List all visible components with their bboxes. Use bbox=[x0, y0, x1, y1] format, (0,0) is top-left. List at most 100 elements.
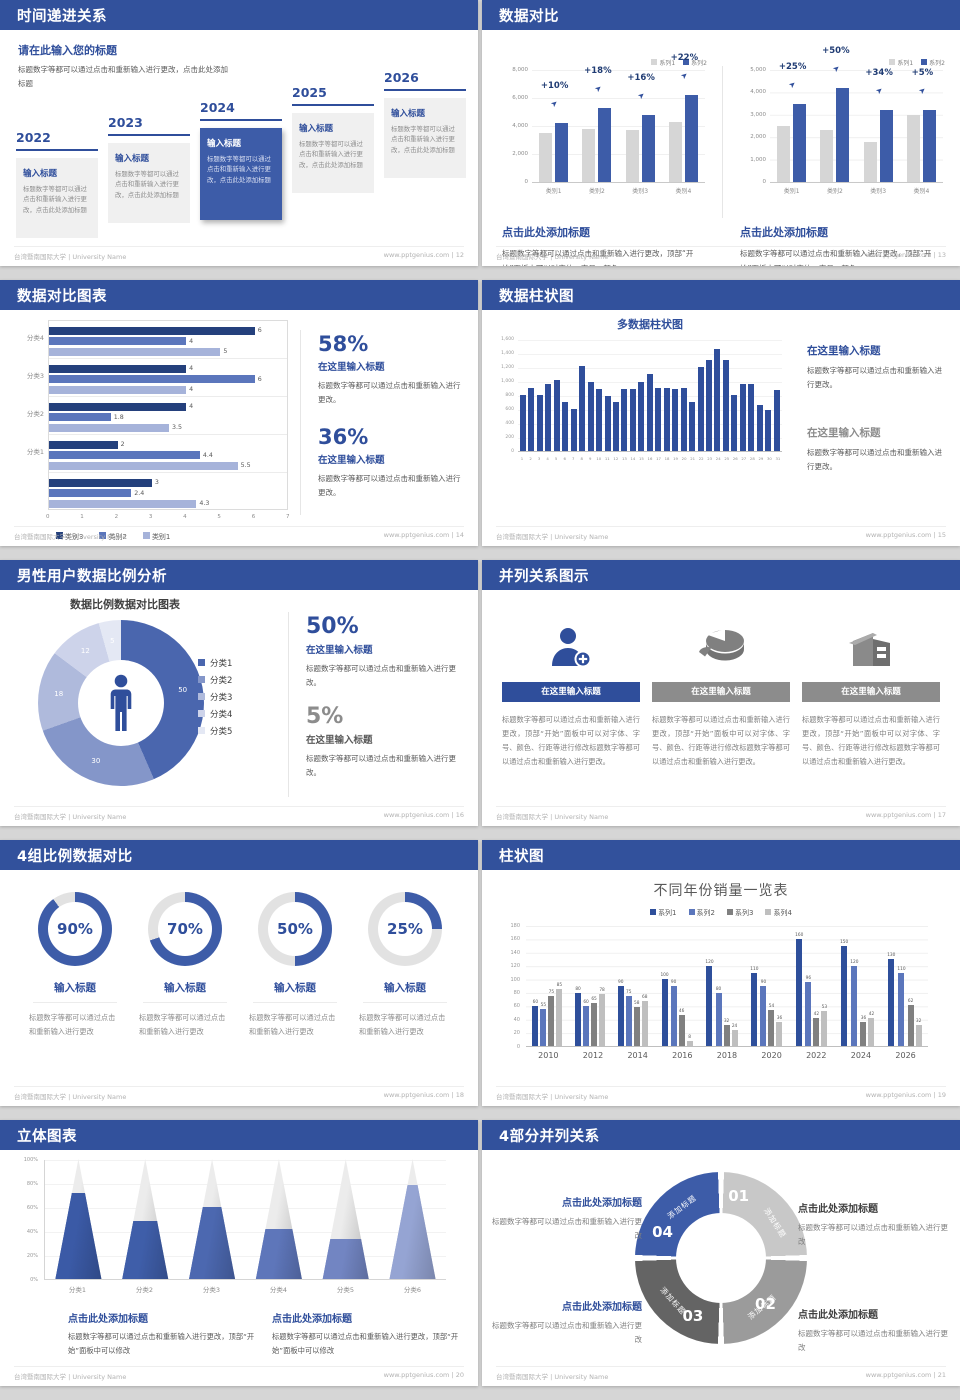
bar bbox=[686, 1041, 693, 1046]
bar bbox=[553, 380, 560, 451]
legend-label: 类别1 bbox=[151, 533, 171, 541]
panel-body: 标题数字等都可以通过点击和重新输入进行更改，顶部“开始”面板中可以对字体、字号、… bbox=[502, 249, 694, 266]
column-body: 标题数字等都可以通过点击和重新输入进行更改，顶部“开始”面板中可以对字体、字号、… bbox=[652, 715, 790, 767]
x-labels: 类别1 类别2 类别3 类别4 bbox=[532, 186, 705, 195]
bar-wrap: 75 bbox=[548, 990, 555, 1046]
y-tick: 2,000 bbox=[750, 134, 766, 141]
slice-label: 50 bbox=[178, 686, 188, 695]
bar-value: 42 bbox=[813, 1012, 820, 1017]
group-label: 分类2 bbox=[26, 410, 44, 418]
x-label: 5 bbox=[554, 456, 558, 461]
x-label: 2026 bbox=[895, 1051, 916, 1060]
footer-site: www.pptgenius.com bbox=[865, 811, 932, 819]
stat-body: 标题数字等都可以通过点击和重新输入进行更改。 bbox=[318, 381, 461, 405]
gauge: 90% 输入标题 标题数字等都可以通过点击和重新输入进行更改 bbox=[25, 892, 125, 1038]
footer-page: 16 bbox=[455, 811, 464, 819]
x-tick: 7 bbox=[286, 514, 290, 520]
building-icon bbox=[802, 616, 940, 674]
bar-group: 90 75 58 68 bbox=[617, 980, 648, 1046]
bar-row: 4 bbox=[49, 337, 287, 345]
bar-value: 8 bbox=[688, 1035, 692, 1040]
block-heading: 在这里输入标题 bbox=[807, 427, 881, 439]
column-body: 标题数字等都可以通过点击和重新输入进行更改，顶部“开始”面板中可以对字体、字号、… bbox=[502, 715, 640, 767]
footer-sep: | bbox=[931, 1091, 938, 1099]
legend-label: 系列1 bbox=[897, 60, 914, 67]
chart-title: 不同年份销量一览表 bbox=[653, 883, 789, 899]
slide-male-ratio[interactable]: 男性用户数据比例分析 数据比例数据对比图表 50 30 18 12 5 分类1 分类2 分类… bbox=[0, 560, 478, 826]
x-tick: 4 bbox=[183, 514, 187, 520]
cone-chart: 100% 80% 60% 40% 20% 0% 分类1 分类2 分类3 分类4 分类5 分类6 bbox=[0, 1150, 478, 1366]
x-label: 13 bbox=[621, 456, 627, 461]
footer-org: 台湾暨南国际大学 | University Name bbox=[14, 1373, 127, 1381]
y-tick: 2,000 bbox=[512, 151, 528, 157]
legend-label: 类别2 bbox=[108, 533, 127, 541]
ring-number: 02 bbox=[755, 1295, 776, 1314]
x-label: 2018 bbox=[716, 1051, 738, 1060]
bar-group: 60 55 75 85 bbox=[532, 983, 563, 1046]
bar-wrap: 80 bbox=[575, 987, 582, 1046]
bar-wrap: 32 bbox=[723, 1019, 730, 1046]
cone bbox=[55, 1159, 102, 1279]
footer-sep: | bbox=[931, 531, 938, 539]
slide-four-gauges[interactable]: 4组比例数据对比 90% 输入标题 标题数字等都可以通过点击和重新输入进行更改 70%… bbox=[0, 840, 478, 1106]
bar bbox=[587, 382, 594, 451]
slide-parallel-icons[interactable]: 并列关系图示 在这里输入标题 标题数字等都可以通过点击和重新输入进行更改，顶部“… bbox=[482, 560, 960, 826]
gauge: 70% 输入标题 标题数字等都可以通过点击和重新输入进行更改 bbox=[135, 892, 235, 1038]
x-label: 30 bbox=[766, 456, 772, 461]
x-label: 类别1 bbox=[545, 188, 562, 195]
slide-year-sales[interactable]: 柱状图 不同年份销量一览表 系列1 系列2 系列3 系列4 180 160 140 120 10… bbox=[482, 840, 960, 1106]
slide-footer: 台湾暨南国际大学 | University Name www.pptgenius.… bbox=[14, 1086, 464, 1101]
text-block: 在这里输入标题 标题数字等都可以通过点击和重新输入进行更改。 bbox=[807, 422, 949, 475]
panel-heading: 点击此处添加标题 bbox=[740, 226, 828, 239]
bar bbox=[540, 1009, 547, 1046]
legend-item: 系列4 bbox=[765, 908, 792, 918]
y-tick: 20 bbox=[513, 1030, 520, 1037]
step-box-body: 标题数字等都可以通过点击和重新输入进行更改，点击此处添加标题 bbox=[299, 140, 363, 169]
slide-data-compare[interactable]: 数据对比 系列1 系列2 8,000 6,000 4,000 2,000 0 +10% ➤ +18… bbox=[482, 0, 960, 266]
slide-four-parts[interactable]: 4部分并列关系 01 02 03 04 添加标题 添加标题 添加标题 添加标题 点击此处添加标题… bbox=[482, 1120, 960, 1386]
x-label: 2012 bbox=[582, 1051, 604, 1060]
bar-value: 58 bbox=[634, 1001, 640, 1006]
bar-value: 4.4 bbox=[202, 451, 213, 459]
text-block: 点击此处添加标题 标题数字等都可以通过点击和重新输入进行更改，顶部“开始”面板中… bbox=[272, 1310, 467, 1358]
x-label: 分类2 bbox=[135, 1286, 154, 1294]
cone bbox=[389, 1159, 436, 1279]
bar-wrap: 60 bbox=[532, 1000, 539, 1046]
legend-label: 系列2 bbox=[691, 60, 707, 67]
bar-wrap: 150 bbox=[840, 940, 848, 1046]
legend-swatch bbox=[198, 693, 205, 700]
bar bbox=[575, 993, 582, 1046]
bar bbox=[556, 989, 563, 1046]
slide-title: 时间递进关系 bbox=[17, 8, 107, 25]
x-tick: 5 bbox=[217, 514, 221, 520]
grouped-bar-chart: 系列1 系列2 8,000 6,000 4,000 2,000 0 +10% ➤ +18% ➤ +16… bbox=[502, 53, 707, 216]
legend-swatch bbox=[56, 532, 63, 539]
bar-value: 32 bbox=[915, 1019, 922, 1024]
gauge: 50% 输入标题 标题数字等都可以通过点击和重新输入进行更改 bbox=[245, 892, 345, 1038]
slide-column-chart-31[interactable]: 数据柱状图 多数据柱状图 1,600 1,400 1,200 1,000 800 600 4… bbox=[482, 280, 960, 546]
bar-value: 120 bbox=[705, 960, 714, 965]
slide-content: 01 02 03 04 添加标题 添加标题 添加标题 添加标题 点击此处添加标题 标题数字等都可以… bbox=[482, 1150, 960, 1366]
legend-label: 系列2 bbox=[929, 60, 945, 67]
slide-header: 数据对比 bbox=[482, 0, 960, 30]
slide-timeline[interactable]: 时间递进关系 请在此输入您的标题 标题数字等都可以通过点击和重新输入进行更改，点… bbox=[0, 0, 478, 266]
footer-org: 台湾暨南国际大学 | University Name bbox=[496, 1093, 609, 1101]
bar bbox=[49, 440, 118, 449]
donut-hole bbox=[78, 660, 164, 746]
bar bbox=[49, 347, 221, 356]
slide-footer: 台湾暨南国际大学 | University Name www.pptgenius.… bbox=[496, 1086, 946, 1101]
bar bbox=[536, 395, 543, 451]
cone-fill bbox=[55, 1192, 102, 1279]
bar bbox=[520, 395, 526, 451]
step-box-title: 输入标题 bbox=[299, 124, 334, 134]
legend-swatch bbox=[142, 532, 150, 539]
bar-group: 130 110 62 32 bbox=[887, 953, 922, 1046]
growth-pct: +10% bbox=[540, 81, 569, 91]
legend-swatch bbox=[651, 59, 658, 65]
bar-value: 55 bbox=[540, 1003, 547, 1008]
slide-compare-chart[interactable]: 数据对比图表 6 4 5 4 6 4 4 1.8 3.5 2 4.4 5.5 3 2.4 4.3 分类4 分类3… bbox=[0, 280, 478, 546]
bar bbox=[776, 1022, 783, 1046]
slide-cone-chart[interactable]: 立体图表 100% 80% 60% 40% 20% 0% 分类1 分类2 分类3 分类4 分类5 分类… bbox=[0, 1120, 478, 1386]
column-title-bar: 在这里输入标题 bbox=[802, 682, 940, 702]
slide-content: 90% 输入标题 标题数字等都可以通过点击和重新输入进行更改 70% 输入标题 标题数字等… bbox=[0, 870, 478, 1086]
